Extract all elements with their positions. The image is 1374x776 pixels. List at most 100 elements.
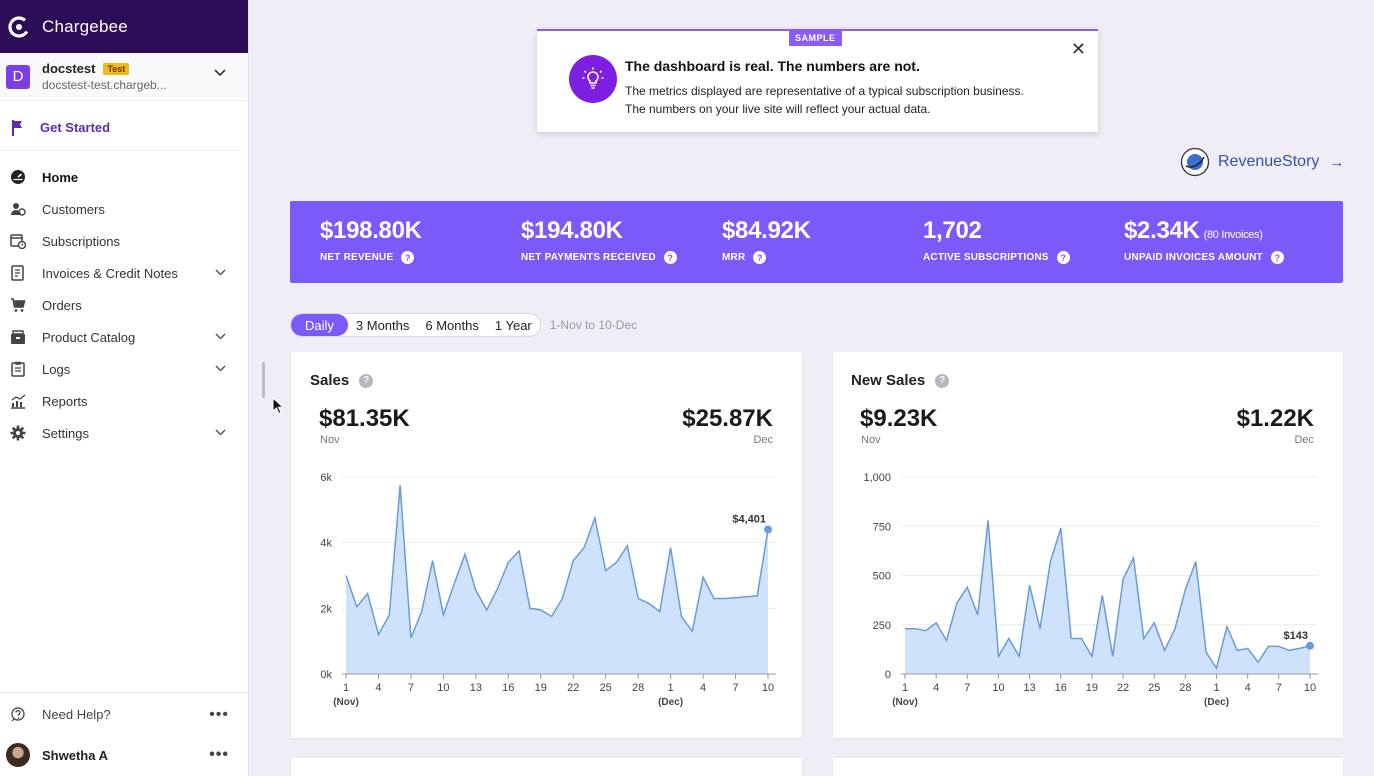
need-help-link[interactable]: Need Help? ••• (0, 692, 249, 736)
help-icon[interactable]: ? (1056, 251, 1070, 264)
x-tick-label: 1 (668, 682, 674, 694)
chevron-down-icon[interactable] (215, 333, 226, 340)
brand-bar: Chargebee (0, 0, 248, 53)
sidebar-resize-handle[interactable] (262, 362, 265, 398)
sidebar-item-invoices[interactable]: Invoices & Credit Notes (0, 257, 248, 289)
y-tick-label: 1,000 (863, 472, 891, 484)
sidebar: Chargebee D docstest Test docstest-test.… (0, 0, 249, 776)
help-icon[interactable]: ? (401, 251, 415, 264)
chevron-down-icon[interactable] (215, 269, 226, 276)
chevron-down-icon[interactable] (214, 69, 226, 77)
metric-unpaid-invoices[interactable]: $2.34K (80 Invoices) UNPAID INVOICES AMOU… (1124, 201, 1325, 283)
need-help-label: Need Help? (42, 707, 111, 722)
help-icon[interactable]: ? (935, 373, 950, 388)
test-badge: Test (103, 62, 130, 75)
sidebar-item-home[interactable]: Home (0, 161, 248, 193)
series-line (905, 520, 1311, 670)
customers-icon (10, 201, 26, 217)
x-tick-label: 4 (700, 682, 706, 694)
sidebar-item-settings[interactable]: Settings (0, 417, 248, 449)
sidebar-item-subscriptions[interactable]: Subscriptions (0, 225, 248, 257)
metric-label: ACTIVE SUBSCRIPTIONS (923, 252, 1049, 263)
revenue-story-link[interactable]: RevenueStory → (1180, 147, 1344, 177)
help-icon[interactable]: ? (1270, 251, 1284, 264)
x-tick-label: 28 (632, 682, 644, 694)
sales-dec-value: $25.87K (682, 405, 773, 432)
more-options-icon[interactable]: ••• (209, 746, 229, 763)
x-tick-label: 16 (502, 682, 514, 694)
new-sales-card: New Sales? $9.23K Nov $1.22K Dec 0 250 500… (833, 352, 1343, 738)
sales-card: Sales? $81.35K Nov $25.87K Dec 0k 2k 4k 6k $… (291, 352, 802, 738)
x-tick-label: 10 (992, 682, 1004, 694)
metric-label-row: UNPAID INVOICES AMOUNT? (1124, 251, 1325, 264)
close-icon[interactable]: ✕ (1070, 39, 1086, 59)
sidebar-item-logs[interactable]: Logs (0, 353, 248, 385)
x-tick-label: 22 (1117, 682, 1129, 694)
tab-6-months[interactable]: 6 Months (425, 317, 479, 333)
sidebar-item-label: Settings (42, 425, 89, 441)
series-area (346, 485, 768, 674)
metric-value: $2.34K (1124, 217, 1200, 244)
mouse-cursor-icon (272, 397, 284, 415)
catalog-icon (10, 329, 26, 345)
sidebar-item-label: Invoices & Credit Notes (42, 265, 178, 281)
metric-label-row: NET PAYMENTS RECEIVED? (521, 251, 722, 264)
y-tick-label: 6k (320, 472, 332, 484)
x-tick-label: 13 (1023, 682, 1035, 694)
sidebar-item-reports[interactable]: Reports (0, 385, 248, 417)
x-tick-sublabel: (Nov) (892, 697, 918, 708)
card-title: Sales (310, 372, 350, 389)
new-sales-dec-value: $1.22K (1236, 405, 1314, 432)
metric-subvalue: (80 Invoices) (1203, 229, 1263, 241)
clipboard-icon (10, 361, 26, 377)
sidebar-item-product-catalog[interactable]: Product Catalog (0, 321, 248, 353)
site-name: docstest (42, 61, 96, 76)
help-icon[interactable]: ? (753, 251, 767, 264)
help-icon[interactable]: ? (359, 373, 374, 388)
x-tick-sublabel: (Nov) (333, 697, 359, 708)
x-tick-label: 22 (567, 682, 579, 694)
help-icon[interactable]: ? (663, 251, 677, 264)
chargebee-logo-icon[interactable] (8, 15, 30, 38)
x-tick-label: 10 (1304, 682, 1316, 694)
sales-chart: 0k 2k 4k 6k $4,401 1 (Nov) 4 7 10 13 16 19 22 25 28 1 (De… (320, 472, 776, 708)
x-tick-label: 28 (1179, 682, 1191, 694)
metric-net-revenue[interactable]: $198.80K NET REVENUE? (320, 201, 521, 283)
tab-1-year[interactable]: 1 Year (494, 317, 532, 333)
lightbulb-icon (569, 55, 617, 103)
get-started-link[interactable]: Get Started (0, 105, 240, 151)
notice-line-1: The metrics displayed are representative… (625, 84, 1024, 98)
range-tabs: Daily 3 Months 6 Months 1 Year (290, 313, 541, 337)
tab-daily[interactable]: Daily (291, 314, 348, 336)
y-tick-label: 0k (320, 669, 332, 681)
x-tick-label: 4 (933, 682, 939, 694)
tab-3-months[interactable]: 3 Months (355, 317, 410, 333)
y-tick-label: 2k (320, 603, 332, 615)
chevron-down-icon[interactable] (215, 365, 226, 372)
card-title-row: Sales? (310, 372, 374, 389)
metric-net-payments[interactable]: $194.80K NET PAYMENTS RECEIVED? (521, 201, 722, 283)
chevron-down-icon[interactable] (215, 429, 226, 436)
sidebar-item-customers[interactable]: Customers (0, 193, 248, 225)
sidebar-item-orders[interactable]: Orders (0, 289, 248, 321)
metric-active-subscriptions[interactable]: 1,702 ACTIVE SUBSCRIPTIONS? (923, 201, 1124, 283)
y-tick-label: 250 (873, 620, 891, 632)
date-range-selector: Daily 3 Months 6 Months 1 Year 1-Nov to … (290, 313, 637, 337)
x-tick-label: 13 (470, 682, 482, 694)
notice-text: The metrics displayed are representative… (625, 82, 1024, 118)
sample-data-notice: SAMPLE The dashboard is real. The number… (537, 29, 1098, 132)
sidebar-item-label: Orders (42, 297, 82, 313)
last-value-label: $143 (1284, 630, 1308, 642)
x-tick-label: 4 (375, 682, 381, 694)
user-menu[interactable]: Shwetha A ••• (0, 736, 249, 774)
sidebar-item-label: Subscriptions (42, 233, 121, 249)
flag-icon (11, 119, 22, 136)
help-icon (10, 706, 26, 723)
site-switcher[interactable]: D docstest Test docstest-test.chargeb... (0, 53, 248, 101)
more-options-icon[interactable]: ••• (209, 705, 229, 723)
x-tick-label: 19 (535, 682, 547, 694)
metric-mrr[interactable]: $84.92K MRR? (722, 201, 923, 283)
revenue-story-icon (1180, 147, 1210, 177)
new-sales-chart: 0 250 500 750 1,000 $143 1 (Nov) 4 7 10 13 16 19 22 25 2… (863, 472, 1318, 708)
series-area (905, 520, 1310, 674)
